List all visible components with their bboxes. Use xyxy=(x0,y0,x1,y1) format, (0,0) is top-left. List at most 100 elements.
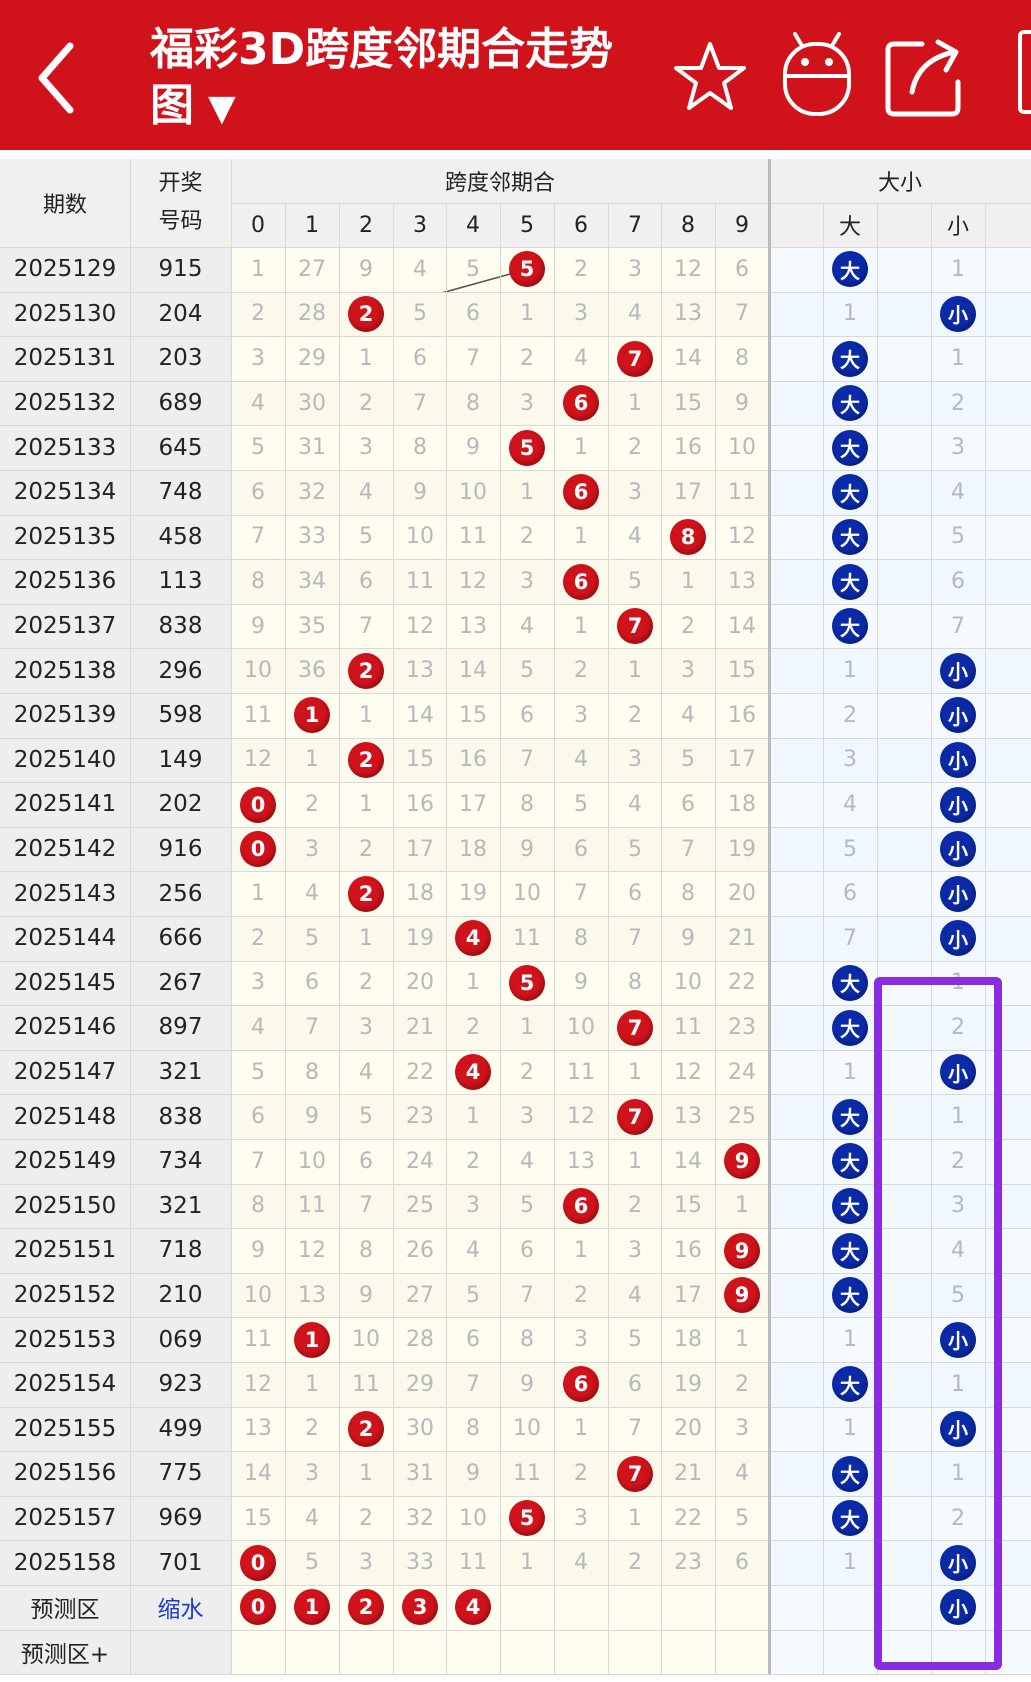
span-cell: 3 xyxy=(285,826,339,872)
span-cell: 8 xyxy=(608,960,662,1006)
span-cell: 3 xyxy=(661,648,715,693)
span-hit-ball: 0 xyxy=(240,1544,276,1581)
span-cell: 9 xyxy=(715,380,769,426)
size-cell: 4 xyxy=(931,470,985,515)
row-gridline xyxy=(0,425,1031,427)
issue-cell: 2025130 xyxy=(0,291,130,337)
header-size-small: 小 xyxy=(931,203,985,247)
predict-plus-draw xyxy=(130,1629,231,1675)
span-cell: 15 xyxy=(715,648,769,693)
size-big-ball: 大 xyxy=(832,1500,868,1537)
draw-number-cell: 916 xyxy=(130,826,231,872)
row-gridline xyxy=(0,603,1031,605)
share-icon[interactable] xyxy=(882,30,966,120)
span-cell: 16 xyxy=(446,737,500,783)
row-gridline xyxy=(0,1317,1031,1319)
star-icon[interactable] xyxy=(668,30,752,120)
issue-cell: 2025144 xyxy=(0,916,130,961)
size-cell: 1 xyxy=(823,648,877,693)
issue-cell: 2025156 xyxy=(0,1451,130,1496)
header-digit: 0 xyxy=(231,203,285,247)
page-title[interactable]: 福彩3D跨度邻期合走势图 ▼ xyxy=(150,22,650,137)
span-cell: 1 xyxy=(608,380,662,426)
row-gridline xyxy=(0,1495,1031,1497)
span-cell: 5 xyxy=(339,1094,393,1139)
size-cell: 5 xyxy=(931,514,985,560)
span-cell: 1 xyxy=(339,336,393,381)
span-cell: 4 xyxy=(608,514,662,560)
row-gridline xyxy=(0,1451,1031,1453)
more-menu-edge[interactable] xyxy=(1018,30,1031,114)
page-title-text: 福彩3D跨度邻期合走势图 xyxy=(150,24,614,131)
span-hit-ball: 0 xyxy=(240,831,276,868)
draw-number-cell: 718 xyxy=(130,1228,231,1273)
predict-plus-cell xyxy=(393,1629,447,1675)
span-cell: 6 xyxy=(608,871,662,916)
size-cell xyxy=(985,425,1031,470)
size-cell: 2 xyxy=(931,1495,985,1541)
header-digit: 3 xyxy=(393,203,447,247)
span-hit-ball: 2 xyxy=(348,741,384,778)
size-big-ball: 大 xyxy=(832,1143,868,1180)
size-big-ball: 大 xyxy=(832,1455,868,1492)
span-cell: 13 xyxy=(393,648,447,693)
size-cell xyxy=(769,1139,823,1184)
robot-icon[interactable] xyxy=(775,30,859,120)
predict-cell xyxy=(554,1585,608,1630)
size-big-ball: 大 xyxy=(832,429,868,466)
span-cell: 8 xyxy=(661,871,715,916)
span-hit-ball: 2 xyxy=(348,295,384,332)
draw-number-cell: 113 xyxy=(130,559,231,604)
row-gridline xyxy=(0,826,1031,828)
predict-plus-cell xyxy=(446,1629,500,1675)
span-cell: 19 xyxy=(661,1362,715,1407)
span-cell: 19 xyxy=(446,871,500,916)
size-small-ball: 小 xyxy=(940,295,976,332)
span-cell: 9 xyxy=(500,1362,554,1407)
span-cell: 2 xyxy=(661,603,715,649)
span-cell: 26 xyxy=(393,1228,447,1273)
size-big-ball: 大 xyxy=(832,563,868,600)
issue-cell: 2025136 xyxy=(0,559,130,604)
back-arrow-icon[interactable] xyxy=(32,40,82,116)
size-cell xyxy=(877,1228,931,1273)
span-cell: 23 xyxy=(393,1094,447,1139)
size-cell xyxy=(769,603,823,649)
size-cell xyxy=(877,380,931,426)
predict-size-cell xyxy=(769,1585,823,1630)
span-cell: 1 xyxy=(608,1049,662,1095)
span-cell: 5 xyxy=(231,1049,285,1095)
span-cell: 24 xyxy=(393,1139,447,1184)
span-cell: 11 xyxy=(715,470,769,515)
size-small-ball: 小 xyxy=(940,875,976,912)
header-span-group: 跨度邻期合 xyxy=(231,159,769,203)
span-cell: 2 xyxy=(500,336,554,381)
header-gridline xyxy=(231,203,1031,204)
span-cell: 4 xyxy=(554,336,608,381)
draw-number-cell: 321 xyxy=(130,1183,231,1229)
predict-plus-cell xyxy=(554,1629,608,1675)
size-cell xyxy=(985,1183,1031,1229)
header-digit: 8 xyxy=(661,203,715,247)
row-gridline xyxy=(0,1183,1031,1185)
size-cell xyxy=(769,1228,823,1273)
size-cell xyxy=(985,826,1031,872)
span-cell: 1 xyxy=(608,1495,662,1541)
size-big-ball: 大 xyxy=(832,474,868,511)
size-cell xyxy=(877,336,931,381)
size-cell xyxy=(985,916,1031,961)
span-cell: 29 xyxy=(393,1362,447,1407)
span-hit-ball: 9 xyxy=(724,1232,760,1269)
col-gridline xyxy=(608,203,609,1675)
col-gridline xyxy=(931,203,932,1675)
span-hit-ball: 6 xyxy=(563,1187,599,1224)
size-cell: 1 xyxy=(931,960,985,1006)
span-cell: 28 xyxy=(285,291,339,337)
span-cell: 23 xyxy=(715,1005,769,1050)
span-cell: 13 xyxy=(285,1272,339,1318)
span-cell: 4 xyxy=(661,693,715,738)
span-cell: 4 xyxy=(339,470,393,515)
span-cell: 9 xyxy=(231,1228,285,1273)
chevron-down-icon[interactable]: ▼ xyxy=(208,88,236,129)
span-cell: 11 xyxy=(231,693,285,738)
